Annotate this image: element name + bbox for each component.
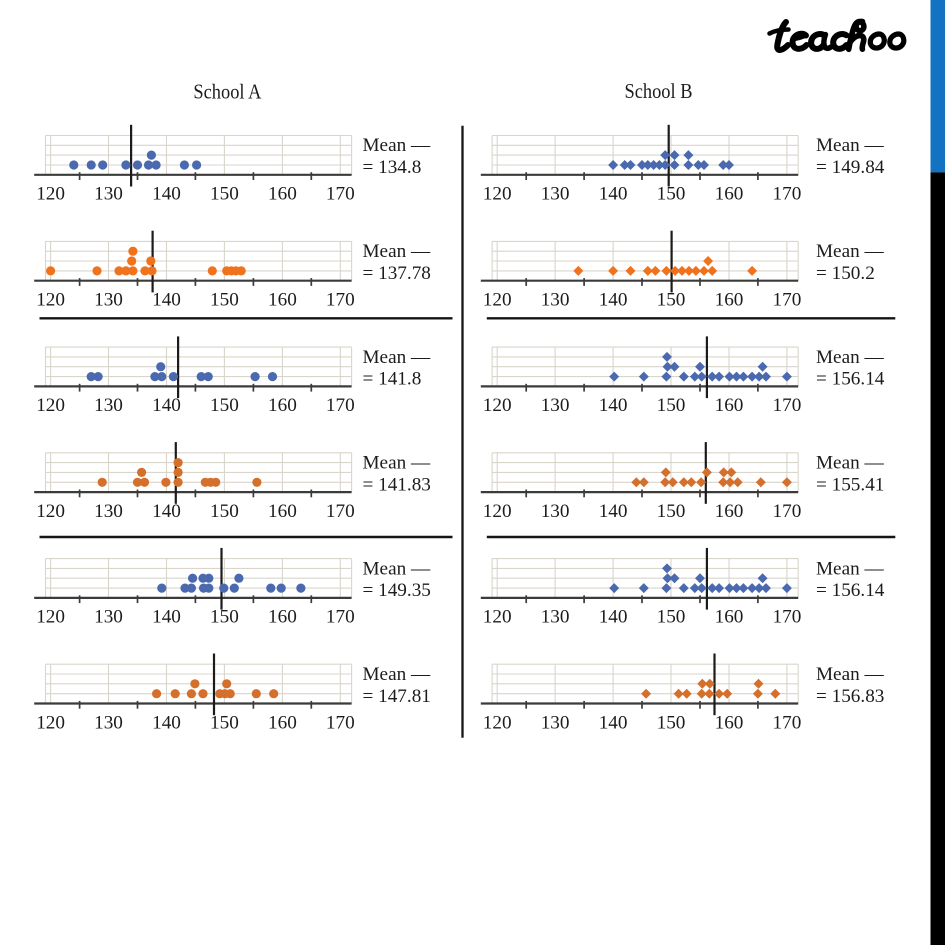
svg-text:160: 160 bbox=[715, 607, 744, 628]
svg-text:150: 150 bbox=[657, 501, 686, 522]
svg-text:130: 130 bbox=[541, 184, 570, 205]
svg-text:130: 130 bbox=[94, 501, 123, 522]
svg-text:170: 170 bbox=[773, 395, 802, 416]
svg-text:120: 120 bbox=[36, 501, 65, 522]
svg-text:170: 170 bbox=[326, 290, 355, 311]
svg-text:150: 150 bbox=[657, 607, 686, 628]
svg-text:Mean —: Mean — bbox=[363, 241, 431, 262]
svg-text:170: 170 bbox=[326, 501, 355, 522]
svg-text:Mean —: Mean — bbox=[363, 558, 431, 579]
svg-text:= 134.8: = 134.8 bbox=[363, 157, 422, 178]
svg-text:120: 120 bbox=[483, 501, 512, 522]
svg-text:160: 160 bbox=[715, 395, 744, 416]
svg-text:= 155.41: = 155.41 bbox=[816, 474, 884, 495]
svg-text:150: 150 bbox=[657, 395, 686, 416]
svg-text:= 141.8: = 141.8 bbox=[363, 369, 422, 390]
svg-text:150: 150 bbox=[210, 712, 239, 733]
svg-text:120: 120 bbox=[36, 290, 65, 311]
svg-text:140: 140 bbox=[152, 712, 181, 733]
svg-text:140: 140 bbox=[599, 712, 628, 733]
svg-text:140: 140 bbox=[152, 395, 181, 416]
svg-text:130: 130 bbox=[94, 290, 123, 311]
svg-text:130: 130 bbox=[541, 607, 570, 628]
svg-text:130: 130 bbox=[94, 712, 123, 733]
svg-text:140: 140 bbox=[599, 184, 628, 205]
svg-text:Mean —: Mean — bbox=[816, 241, 884, 262]
svg-text:160: 160 bbox=[268, 395, 297, 416]
svg-text:160: 160 bbox=[268, 712, 297, 733]
svg-text:130: 130 bbox=[541, 712, 570, 733]
svg-text:150: 150 bbox=[210, 290, 239, 311]
svg-text:Mean —: Mean — bbox=[363, 453, 431, 474]
svg-text:150: 150 bbox=[210, 501, 239, 522]
svg-text:150: 150 bbox=[210, 607, 239, 628]
svg-text:160: 160 bbox=[268, 607, 297, 628]
svg-text:120: 120 bbox=[36, 607, 65, 628]
svg-text:Mean —: Mean — bbox=[816, 453, 884, 474]
svg-text:120: 120 bbox=[483, 712, 512, 733]
svg-text:120: 120 bbox=[483, 395, 512, 416]
svg-text:160: 160 bbox=[715, 290, 744, 311]
svg-text:130: 130 bbox=[541, 501, 570, 522]
svg-text:160: 160 bbox=[715, 501, 744, 522]
svg-text:= 156.14: = 156.14 bbox=[816, 369, 885, 390]
svg-text:130: 130 bbox=[94, 607, 123, 628]
svg-text:160: 160 bbox=[715, 184, 744, 205]
svg-text:140: 140 bbox=[152, 607, 181, 628]
svg-text:120: 120 bbox=[483, 290, 512, 311]
svg-text:120: 120 bbox=[36, 712, 65, 733]
svg-text:170: 170 bbox=[773, 712, 802, 733]
svg-text:140: 140 bbox=[152, 184, 181, 205]
svg-text:140: 140 bbox=[599, 501, 628, 522]
svg-text:120: 120 bbox=[36, 184, 65, 205]
svg-text:= 150.2: = 150.2 bbox=[816, 263, 875, 284]
svg-text:150: 150 bbox=[657, 290, 686, 311]
svg-text:160: 160 bbox=[268, 184, 297, 205]
svg-text:Mean —: Mean — bbox=[816, 347, 884, 368]
svg-text:160: 160 bbox=[715, 712, 744, 733]
svg-text:Mean —: Mean — bbox=[363, 135, 431, 156]
svg-text:Mean —: Mean — bbox=[816, 135, 884, 156]
svg-text:150: 150 bbox=[210, 395, 239, 416]
svg-text:= 156.14: = 156.14 bbox=[816, 580, 885, 601]
svg-text:= 156.83: = 156.83 bbox=[816, 686, 884, 707]
svg-text:150: 150 bbox=[210, 184, 239, 205]
svg-text:School A: School A bbox=[193, 79, 262, 103]
svg-text:140: 140 bbox=[152, 501, 181, 522]
svg-text:140: 140 bbox=[599, 395, 628, 416]
svg-text:130: 130 bbox=[94, 184, 123, 205]
svg-text:120: 120 bbox=[483, 607, 512, 628]
svg-text:170: 170 bbox=[773, 501, 802, 522]
svg-text:130: 130 bbox=[541, 290, 570, 311]
svg-text:140: 140 bbox=[152, 290, 181, 311]
svg-text:170: 170 bbox=[326, 712, 355, 733]
svg-text:170: 170 bbox=[773, 607, 802, 628]
svg-text:= 149.84: = 149.84 bbox=[816, 157, 885, 178]
svg-text:= 147.81: = 147.81 bbox=[363, 686, 431, 707]
svg-text:Mean —: Mean — bbox=[363, 347, 431, 368]
svg-text:170: 170 bbox=[773, 184, 802, 205]
svg-text:130: 130 bbox=[541, 395, 570, 416]
svg-text:170: 170 bbox=[326, 607, 355, 628]
svg-text:140: 140 bbox=[599, 607, 628, 628]
svg-text:160: 160 bbox=[268, 290, 297, 311]
svg-text:= 137.78: = 137.78 bbox=[363, 263, 431, 284]
svg-text:170: 170 bbox=[326, 395, 355, 416]
svg-text:Mean —: Mean — bbox=[363, 664, 431, 685]
svg-text:120: 120 bbox=[36, 395, 65, 416]
svg-text:Mean —: Mean — bbox=[816, 558, 884, 579]
svg-text:120: 120 bbox=[483, 184, 512, 205]
svg-text:140: 140 bbox=[599, 290, 628, 311]
svg-text:170: 170 bbox=[326, 184, 355, 205]
svg-text:= 149.35: = 149.35 bbox=[363, 580, 431, 601]
svg-text:160: 160 bbox=[268, 501, 297, 522]
svg-text:School B: School B bbox=[625, 79, 693, 103]
svg-text:150: 150 bbox=[657, 712, 686, 733]
svg-text:150: 150 bbox=[657, 184, 686, 205]
svg-text:130: 130 bbox=[94, 395, 123, 416]
svg-text:Mean —: Mean — bbox=[816, 664, 884, 685]
svg-text:170: 170 bbox=[773, 290, 802, 311]
svg-text:= 141.83: = 141.83 bbox=[363, 474, 431, 495]
